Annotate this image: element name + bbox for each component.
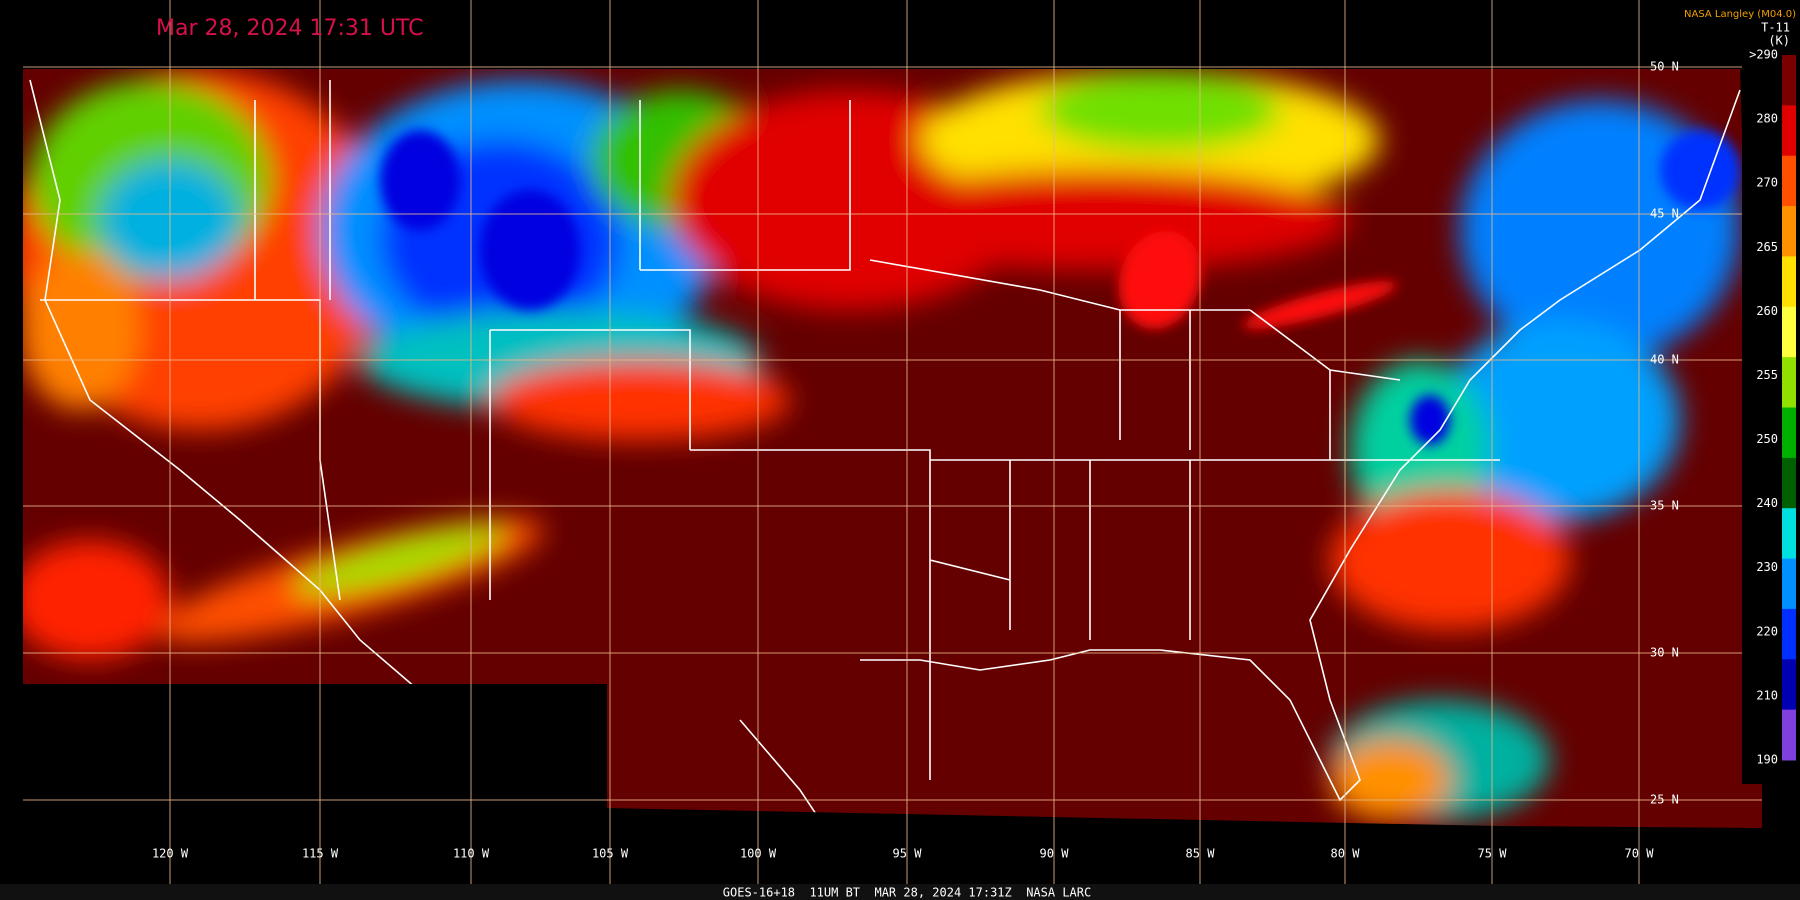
- longitude-label: 120 W: [152, 847, 189, 861]
- colorbar-label: 220: [1756, 624, 1778, 638]
- longitude-label: 75 W: [1478, 847, 1508, 861]
- longitude-label: 110 W: [453, 847, 490, 861]
- colorbar-label: 270: [1756, 176, 1778, 190]
- colorbar-label: 240: [1756, 496, 1778, 510]
- colorbar-label: 265: [1756, 240, 1778, 254]
- colorbar-segment: [1782, 407, 1796, 459]
- colorbar-label: 250: [1756, 432, 1778, 446]
- colorbar-segment: [1782, 508, 1796, 560]
- colorbar-segment: [1782, 155, 1796, 207]
- colorbar-label: >290: [1749, 48, 1778, 62]
- latitude-label: 50 N: [1650, 60, 1679, 74]
- colorbar-label: 190: [1756, 753, 1778, 767]
- footer: GOES-16+18 11UM BT MAR 28, 2024 17:31Z N…: [723, 886, 1091, 900]
- colorbar-segment: [1782, 55, 1796, 106]
- legend-unit: (K): [1768, 34, 1790, 48]
- colorbar-label: 255: [1756, 368, 1778, 382]
- latitude-label: 35 N: [1650, 499, 1679, 513]
- colorbar: >290 280 270 265 260 255 250 240 230 220 210 190: [1749, 48, 1796, 767]
- longitude-label: 100 W: [740, 847, 777, 861]
- colorbar-segment: [1782, 709, 1796, 761]
- longitude-label: 95 W: [893, 847, 923, 861]
- longitude-label: 105 W: [592, 847, 629, 861]
- colorbar-label: 230: [1756, 560, 1778, 574]
- colorbar-segment: [1782, 306, 1796, 358]
- latitude-label: 45 N: [1650, 207, 1679, 221]
- legend-name: T-11: [1761, 21, 1790, 35]
- colorbar-label: 210: [1756, 688, 1778, 702]
- colorbar-segment: [1782, 357, 1796, 408]
- graticule: 50 N 45 N 40 N 35 N 30 N 25 N 120 W 115 W 110 W 1…: [23, 0, 1762, 884]
- colorbar-segment: [1782, 457, 1796, 509]
- colorbar-label: 280: [1756, 112, 1778, 126]
- colorbar-segment: [1782, 105, 1796, 157]
- footer-bar: [0, 884, 1800, 900]
- colorbar-segment: [1782, 608, 1796, 660]
- cloud-detail: [380, 130, 1740, 445]
- latitude-label: 40 N: [1650, 353, 1679, 367]
- longitude-label: 80 W: [1331, 847, 1361, 861]
- longitude-label: 70 W: [1625, 847, 1655, 861]
- longitude-label: 115 W: [302, 847, 339, 861]
- colorbar-segment: [1782, 659, 1796, 711]
- longitude-label: 85 W: [1186, 847, 1216, 861]
- title: Mar 28, 2024 17:31 UTC: [156, 16, 423, 41]
- colorbar-segment: [1782, 206, 1796, 257]
- longitude-label: 90 W: [1040, 847, 1070, 861]
- colorbar-segment: [1782, 558, 1796, 610]
- colorbar-label: 260: [1756, 304, 1778, 318]
- colorbar-segment: [1782, 256, 1796, 308]
- latitude-label: 30 N: [1650, 646, 1679, 660]
- latitude-label: 25 N: [1650, 793, 1679, 807]
- credit: NASA Langley (M04.0): [1684, 9, 1796, 20]
